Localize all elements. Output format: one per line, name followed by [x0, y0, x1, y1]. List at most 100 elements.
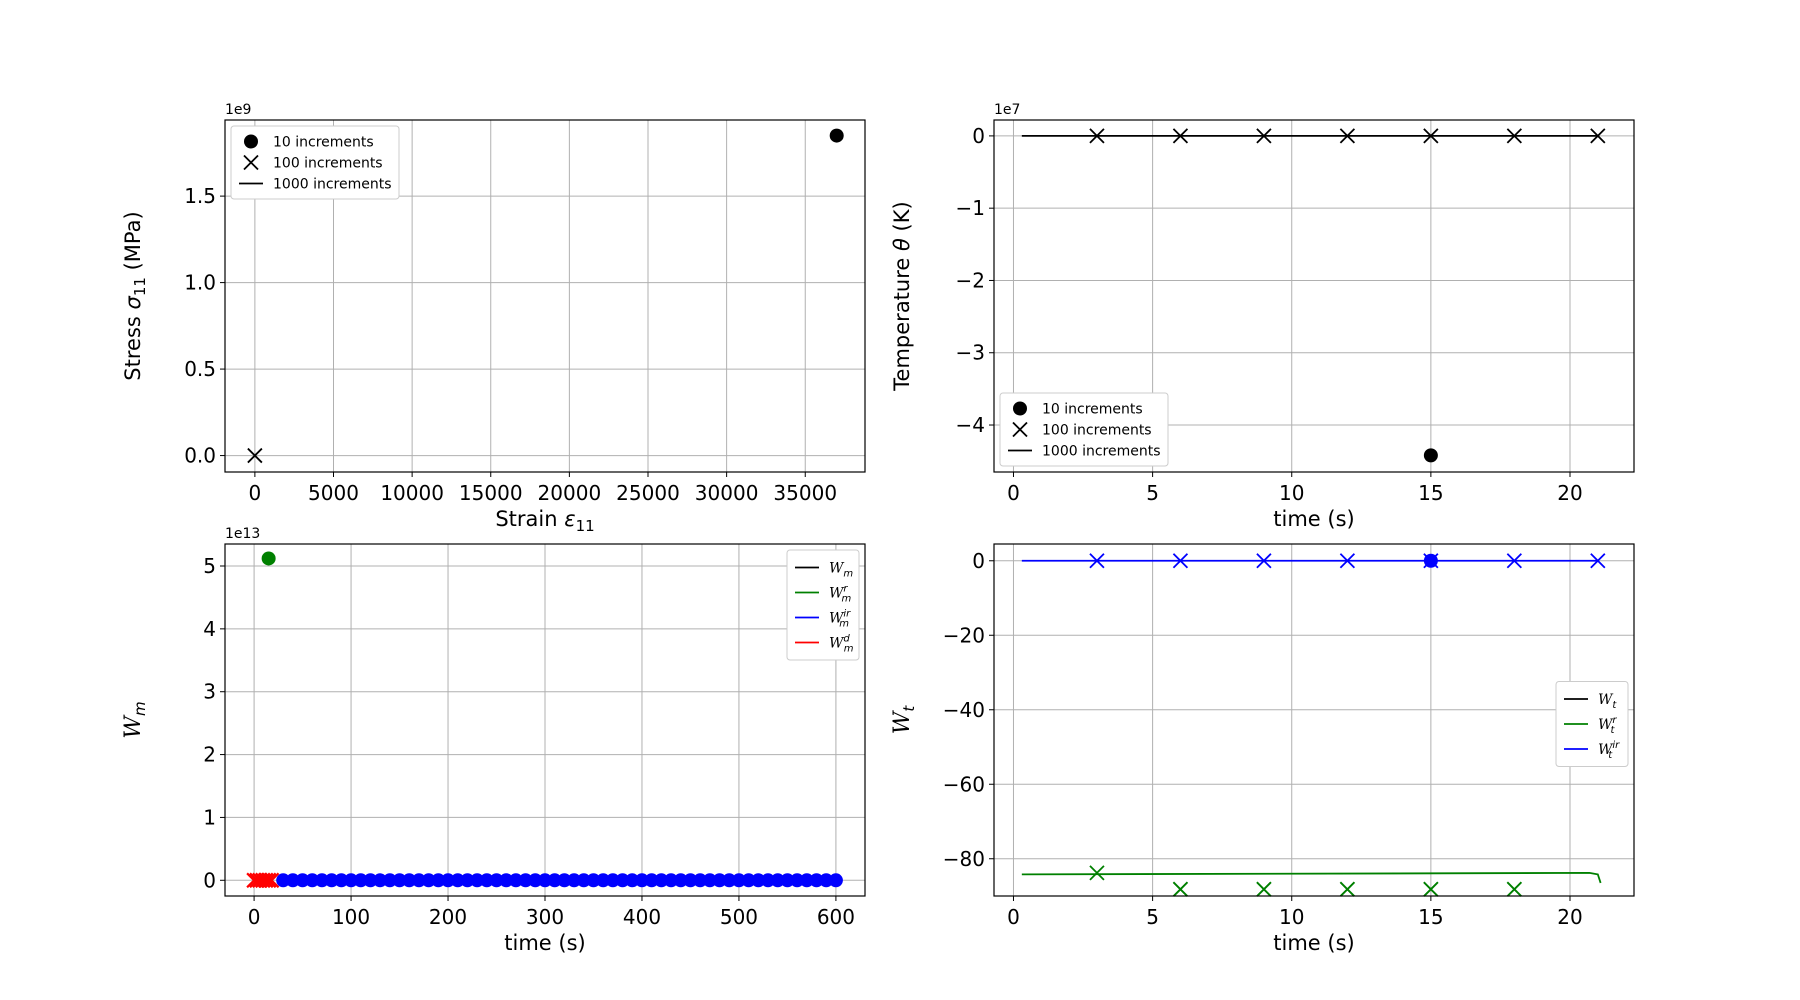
- x-tick-label: 35000: [773, 481, 837, 505]
- data-point: [547, 873, 562, 888]
- x-tick-label: 5: [1146, 481, 1159, 505]
- legend-label: 1000 increments: [273, 177, 392, 193]
- y-tick-label: 0.5: [184, 357, 216, 381]
- data-point: [1423, 128, 1439, 144]
- edge-markers: [1172, 881, 1522, 897]
- data-point: [1423, 448, 1438, 463]
- data-point: [285, 873, 300, 888]
- data-point: [673, 873, 688, 888]
- x-tick-label: 20: [1557, 905, 1582, 929]
- x-tick-label: 10000: [380, 481, 444, 505]
- data-point: [1256, 553, 1272, 569]
- series-2: [1423, 553, 1438, 568]
- legend-item: 100 increments: [1012, 421, 1152, 439]
- series-3: [1021, 872, 1602, 884]
- y-tick-label: 1.0: [184, 271, 216, 295]
- legend-label: 100 increments: [1042, 423, 1152, 439]
- data-point: [538, 873, 552, 888]
- data-point: [828, 873, 843, 888]
- legend: 10 increments 100 increments 1000 incremen…: [230, 125, 400, 200]
- data-point: [1590, 128, 1606, 144]
- legend-item: Wir t: [1564, 740, 1620, 761]
- data-point: [605, 873, 620, 888]
- y-tick-label: −40: [943, 698, 985, 722]
- data-point: [1423, 881, 1439, 897]
- legend-item: Wt: [1564, 692, 1617, 711]
- x-tick-label: 5000: [308, 481, 359, 505]
- x-tick-label: 20: [1557, 481, 1582, 505]
- series-0: [261, 551, 276, 566]
- legend-label: 10 increments: [1042, 402, 1143, 418]
- y-tick-label: −2: [956, 268, 985, 292]
- grid: [225, 544, 865, 896]
- y-tick-label: 0: [203, 868, 216, 892]
- data-point: [411, 873, 426, 888]
- x-tick-label: 100: [332, 905, 370, 929]
- data-point: [1339, 881, 1356, 897]
- data-point: [431, 873, 446, 888]
- data-point: [761, 873, 776, 888]
- data-point: [392, 873, 407, 888]
- data-point: [1089, 865, 1105, 881]
- data-point: [314, 873, 329, 888]
- series-1: [247, 447, 263, 464]
- y-tick-label: −4: [956, 413, 985, 437]
- data-point: [799, 873, 814, 888]
- legend-item: 10 increments: [244, 134, 374, 151]
- x-tick-label: 600: [817, 905, 855, 929]
- plot-frame: [993, 543, 1635, 897]
- data-point: [1339, 128, 1356, 144]
- y-tick-label: 0: [972, 124, 985, 148]
- legend-marker: [244, 134, 258, 149]
- y-axis-label: Temperature θ (K): [890, 201, 914, 391]
- legend-box: [786, 549, 860, 661]
- chart-thermal-work: 0 5 10 15 20 0 −20 −40 −60 −80 time (s) Wt Wt Wr t Wir t: [890, 543, 1635, 955]
- data-point: [489, 873, 504, 888]
- data-point: [499, 873, 514, 888]
- data-point: [353, 873, 368, 888]
- x-tick-label: 15: [1418, 481, 1443, 505]
- data-point: [1172, 881, 1189, 897]
- legend-label: Wm: [829, 561, 853, 580]
- y-tick-label: 3: [203, 680, 216, 704]
- data-point: [295, 873, 310, 888]
- data-point: [382, 873, 397, 888]
- data-point: [344, 873, 359, 888]
- ticks: 0 5 10 15 20 0 −20 −40 −60 −80: [943, 549, 1583, 929]
- legend-item: Wr m: [795, 584, 852, 605]
- data-point: [819, 873, 834, 888]
- x-tick-label: 15000: [459, 481, 523, 505]
- y-axis-label: Wt: [890, 705, 918, 735]
- legend-item: Wir m: [795, 609, 851, 630]
- data-point: [1590, 553, 1606, 569]
- data-point: [518, 873, 533, 888]
- legend-box: [999, 392, 1169, 467]
- data-point: [421, 873, 436, 888]
- data-point: [586, 873, 601, 888]
- y-offset-label: 1e7: [994, 102, 1020, 118]
- data-point: [751, 873, 766, 888]
- data-point: [702, 873, 717, 888]
- data-point: [260, 872, 277, 889]
- data-point: [1506, 553, 1522, 569]
- legend-box: [230, 125, 400, 200]
- legend-label: Wir t: [1598, 740, 1620, 761]
- data-point: [1256, 881, 1272, 897]
- data-point: [596, 873, 611, 888]
- legend-item: 1000 increments: [239, 177, 392, 193]
- data-point: [829, 128, 844, 143]
- x-axis-label: time (s): [504, 931, 585, 955]
- x-tick-label: 10: [1279, 905, 1304, 929]
- data-point: [257, 872, 274, 889]
- x-tick-label: 500: [720, 905, 758, 929]
- data-point: [305, 873, 320, 888]
- legend-box: [1555, 681, 1629, 767]
- data-point: [1172, 128, 1189, 144]
- data-point: [508, 873, 523, 888]
- data-point: [693, 873, 708, 888]
- legend-marker: [1012, 421, 1028, 438]
- data-point: [1339, 553, 1356, 569]
- legend-item: 1000 increments: [1008, 444, 1161, 460]
